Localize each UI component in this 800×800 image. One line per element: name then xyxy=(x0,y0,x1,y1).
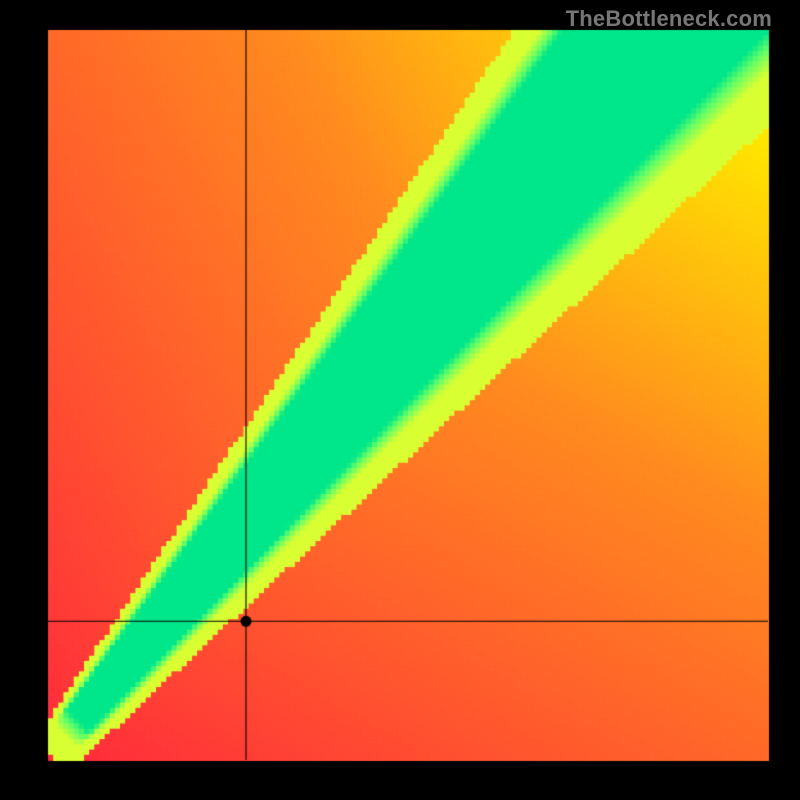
heatmap-canvas xyxy=(0,0,800,800)
chart-container: TheBottleneck.com xyxy=(0,0,800,800)
watermark-label: TheBottleneck.com xyxy=(566,6,772,32)
